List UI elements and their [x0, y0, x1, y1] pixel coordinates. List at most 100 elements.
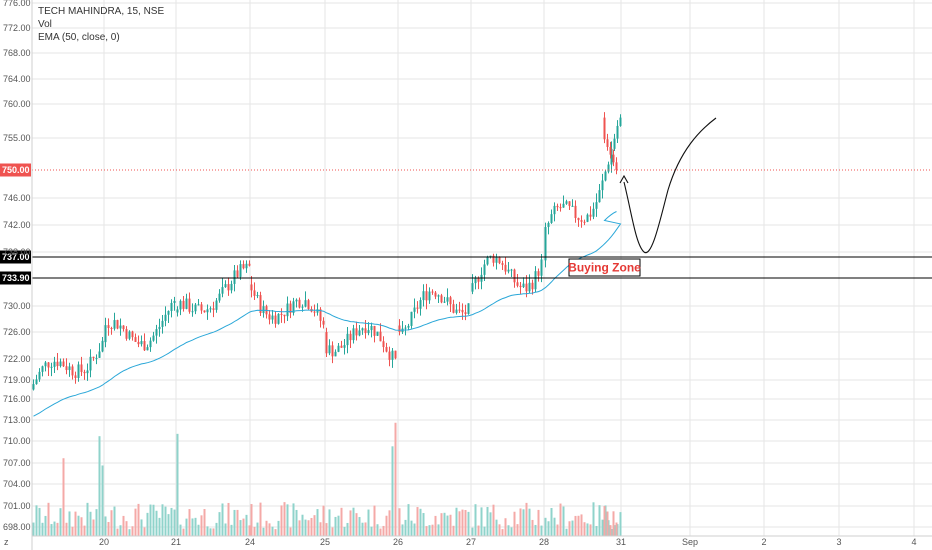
- volume-bar: [47, 502, 50, 536]
- volume-bar: [525, 502, 528, 536]
- volume-bar: [161, 504, 164, 536]
- volume-bar: [609, 525, 612, 536]
- price-tick-label: 760.00: [3, 99, 31, 109]
- volume-bar: [606, 511, 609, 536]
- candle-body: [606, 139, 609, 147]
- volume-bar: [125, 521, 128, 536]
- volume-bar: [601, 519, 604, 536]
- candle-body: [416, 307, 419, 309]
- volume-bar: [568, 521, 571, 536]
- candle-body: [556, 205, 559, 208]
- candle-body: [212, 308, 215, 310]
- candle-body: [92, 356, 95, 358]
- volume-bar: [274, 529, 277, 536]
- time-tick-label: 31: [616, 537, 626, 547]
- candle-body: [56, 361, 59, 367]
- candle-body: [425, 291, 428, 301]
- volume-bar: [143, 527, 146, 536]
- candle-body: [516, 282, 519, 286]
- scale-settings-button[interactable]: z: [4, 537, 9, 547]
- candle-body: [131, 331, 134, 338]
- volume-bar: [428, 525, 431, 536]
- candle-body: [167, 310, 170, 315]
- volume-bar: [236, 509, 239, 536]
- legend-volume[interactable]: Vol: [38, 19, 52, 30]
- price-tick-label: 701.00: [3, 501, 31, 511]
- candle-body: [382, 341, 385, 348]
- candle-body: [86, 370, 89, 374]
- volume-bar: [265, 520, 268, 536]
- volume-bar: [119, 525, 122, 536]
- volume-bar: [319, 522, 322, 536]
- volume-bar: [522, 509, 525, 536]
- candle-body: [431, 291, 434, 293]
- candle-body: [250, 284, 253, 291]
- projection-arrowhead: [619, 174, 629, 184]
- projection-curve: [623, 117, 717, 253]
- volume-bar: [164, 506, 167, 536]
- candle-body: [95, 357, 98, 359]
- candle-body: [35, 379, 38, 385]
- candle-body: [510, 269, 513, 271]
- volume-bar: [440, 513, 443, 536]
- volume-bar: [477, 525, 480, 536]
- candle-body: [176, 309, 179, 313]
- candle-body: [446, 297, 449, 302]
- volume-bar: [179, 524, 182, 536]
- candle-body: [47, 362, 50, 368]
- volume-bar: [98, 436, 101, 536]
- candle-body: [104, 325, 107, 343]
- candle-body: [534, 271, 537, 290]
- buying-zone-text: Buying Zone: [568, 261, 641, 275]
- candle-body: [571, 205, 574, 207]
- volume-bar: [50, 524, 53, 536]
- time-tick-label: 27: [466, 537, 476, 547]
- volume-bar: [41, 522, 44, 536]
- legend-ema[interactable]: EMA (50, close, 0): [38, 32, 120, 43]
- candle-body: [540, 259, 543, 276]
- candle-body: [304, 300, 307, 307]
- candle-body: [286, 303, 289, 317]
- candle-body: [583, 221, 586, 223]
- volume-bar: [510, 527, 513, 536]
- volume-bar: [155, 510, 158, 536]
- candle-body: [325, 332, 328, 354]
- candle-body: [458, 309, 461, 311]
- volume-bar: [346, 522, 349, 536]
- price-tick-label: 698.00: [3, 522, 31, 532]
- volume-bar: [316, 509, 319, 536]
- volume-bar: [483, 526, 486, 536]
- volume-bar: [224, 523, 227, 536]
- volume-bar: [227, 502, 230, 536]
- volume-bar: [262, 527, 265, 536]
- volume-bar: [407, 504, 410, 536]
- candles: [32, 112, 622, 391]
- candle-body: [277, 313, 280, 324]
- candle-body: [604, 171, 607, 181]
- candle-body: [158, 326, 161, 330]
- buying-zone-label[interactable]: Buying Zone: [568, 258, 641, 277]
- volume-bar: [80, 517, 83, 536]
- candle-body: [364, 328, 367, 334]
- volume-bar: [256, 522, 259, 536]
- candle-body: [489, 255, 492, 257]
- volume-bar: [245, 514, 248, 536]
- candle-body: [455, 309, 458, 313]
- volume-bar: [464, 510, 467, 536]
- candle-body: [191, 311, 194, 313]
- legend-symbol[interactable]: TECH MAHINDRA, 15, NSE: [38, 6, 165, 17]
- candle-body: [256, 295, 259, 297]
- volume-bar: [559, 503, 562, 536]
- candle-body: [586, 214, 589, 222]
- time-tick-label: 2: [761, 537, 766, 547]
- candle-body: [143, 341, 146, 351]
- candle-body: [209, 308, 212, 310]
- candle-body: [41, 366, 44, 372]
- candle-body: [185, 298, 188, 309]
- volume-bar: [577, 515, 580, 536]
- volume-bar: [250, 504, 253, 536]
- time-tick-label: 21: [171, 537, 181, 547]
- candle-body: [603, 117, 606, 140]
- candle-body: [568, 201, 571, 206]
